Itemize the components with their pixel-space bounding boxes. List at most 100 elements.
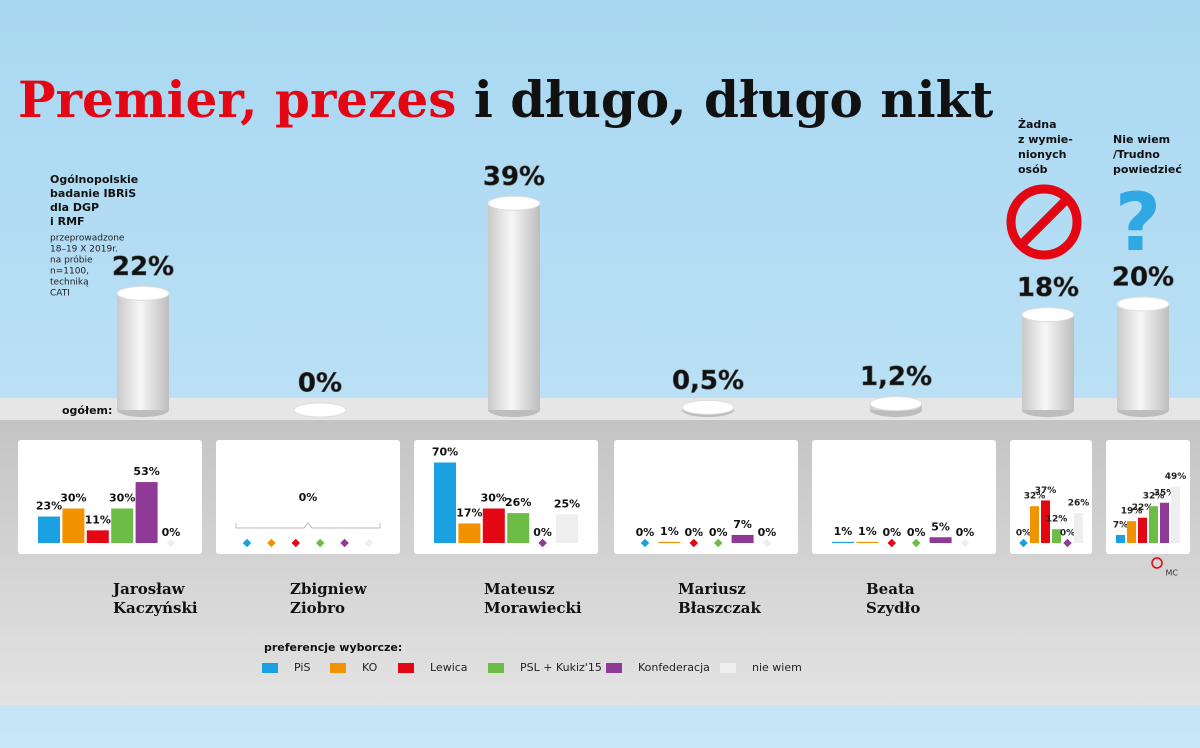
legend-label: Konfederacja xyxy=(638,661,710,674)
mini-label: 0% xyxy=(533,526,552,539)
candidate-name: Beata xyxy=(866,580,915,598)
zero-marker xyxy=(538,538,547,548)
mini-label: 26% xyxy=(1068,499,1090,509)
no-icon xyxy=(1006,184,1082,260)
cylinder-top xyxy=(1116,296,1170,312)
mini-label: 49% xyxy=(1165,472,1187,482)
legend-label: KO xyxy=(362,661,378,674)
cylinder-top xyxy=(869,396,923,412)
mini-bar xyxy=(482,508,505,543)
cylinder xyxy=(488,203,540,410)
candidate-name: Mateusz xyxy=(484,580,555,598)
note-small-line: techniką xyxy=(50,278,89,288)
mini-label: 19% xyxy=(1121,507,1143,517)
cylinder xyxy=(117,293,169,410)
mini-bar xyxy=(38,516,60,543)
column-heading: Nie wiem xyxy=(1113,133,1170,146)
legend-label: PiS xyxy=(294,661,310,674)
mini-bar xyxy=(658,541,681,543)
column-heading: z wymie- xyxy=(1018,133,1073,146)
zero-marker xyxy=(267,538,276,548)
mini-label: 32% xyxy=(1143,492,1165,502)
mini-bar xyxy=(1149,506,1158,543)
mini-label: 0% xyxy=(907,526,926,539)
mini-bar xyxy=(1041,500,1050,543)
mini-label: 0% xyxy=(636,526,655,539)
cylinder-top xyxy=(487,195,541,211)
legend-label: Lewica xyxy=(430,661,468,674)
mini-label: 0% xyxy=(1016,529,1031,539)
legend-label: nie wiem xyxy=(752,661,802,674)
brace xyxy=(235,522,381,529)
mini-bar xyxy=(434,462,456,543)
mini-bar xyxy=(86,530,109,543)
mini-bar xyxy=(1138,517,1147,543)
candidate-name: Szydło xyxy=(866,599,920,617)
mini-label: 0% xyxy=(882,526,901,539)
mini-label: 35% xyxy=(1154,488,1176,498)
note-line: Ogólnopolskie xyxy=(50,173,138,186)
candidate-name: Zbigniew xyxy=(290,580,368,598)
mini-bar xyxy=(929,537,952,543)
platform xyxy=(0,398,1200,420)
mini-label: 5% xyxy=(931,520,950,533)
overall-value: 0,5% xyxy=(672,366,744,396)
mini-label: 25% xyxy=(554,497,580,510)
title: Premier, prezes i długo, długo nikt xyxy=(18,70,993,129)
mini-bar xyxy=(1052,529,1061,543)
mini-label: 1% xyxy=(858,525,877,538)
mini-label: 0% xyxy=(1060,529,1075,539)
zero-marker xyxy=(762,538,772,548)
overall-value: 20% xyxy=(1112,263,1174,293)
legend-swatch xyxy=(720,663,736,673)
note-small-line: przeprowadzone xyxy=(50,234,125,244)
zero-marker xyxy=(911,538,921,548)
mini-label: 0% xyxy=(758,526,777,539)
note-small-line: n=1100, xyxy=(50,267,89,277)
logo xyxy=(1151,557,1163,569)
mini-label: 30% xyxy=(60,492,86,505)
cylinder-top xyxy=(293,402,347,418)
mini-label: 0% xyxy=(162,526,181,539)
overall-value: 1,2% xyxy=(860,362,932,392)
zero-marker xyxy=(1019,538,1028,548)
cylinder xyxy=(1117,304,1169,410)
question-icon: ? xyxy=(1115,176,1161,269)
mini-bar xyxy=(111,508,134,543)
note-line: dla DGP xyxy=(50,201,99,214)
mini-label: 26% xyxy=(505,496,531,509)
mini-label: 70% xyxy=(432,446,458,459)
candidate-name: Kaczyński xyxy=(113,599,198,617)
note-small-line: CATI xyxy=(50,289,70,299)
zero-marker xyxy=(689,538,699,548)
mini-label: 12% xyxy=(1046,515,1068,525)
cylinder-top xyxy=(1021,307,1075,323)
mini-bar xyxy=(832,541,854,543)
legend-swatch xyxy=(606,663,622,673)
zero-marker xyxy=(713,538,723,548)
panel xyxy=(216,440,400,554)
legend-swatch xyxy=(488,663,504,673)
zero-marker xyxy=(1063,538,1072,548)
mini-label: 17% xyxy=(456,506,482,519)
mini-bar xyxy=(731,534,754,543)
overall-value: 0% xyxy=(298,369,342,399)
column-heading: Żadna xyxy=(1018,117,1057,131)
zero-marker xyxy=(640,538,650,548)
mini-label: 1% xyxy=(660,525,679,538)
mini-label: 37% xyxy=(1035,486,1057,496)
mini-label: 7% xyxy=(1113,520,1128,530)
mini-label: 23% xyxy=(36,500,62,513)
zero-marker xyxy=(315,538,325,548)
column-heading: osób xyxy=(1018,163,1048,176)
mini-bar xyxy=(556,514,578,543)
panel xyxy=(614,440,798,554)
zero-marker xyxy=(960,538,970,548)
note-small-line: na próbie xyxy=(50,255,93,266)
zero-marker xyxy=(887,538,897,548)
credit: MC xyxy=(1166,569,1179,578)
title-red: Premier, prezes xyxy=(18,70,456,129)
mini-label: 32% xyxy=(1024,492,1046,502)
candidate-name: Ziobro xyxy=(290,599,345,617)
